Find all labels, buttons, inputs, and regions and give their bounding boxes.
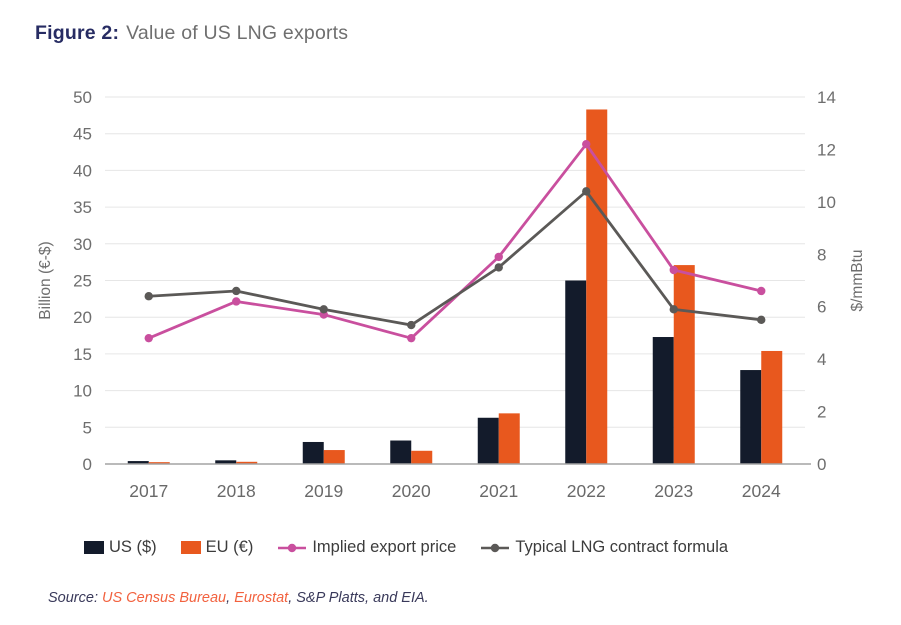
left-axis-tick-label: 50 — [73, 88, 92, 107]
left-axis-tick-label: 35 — [73, 198, 92, 217]
contract-formula-point-2022 — [582, 187, 591, 196]
x-axis-label-2024: 2024 — [742, 481, 781, 501]
us-bar-swatch-icon — [84, 541, 104, 554]
legend-label-contract-formula: Typical LNG contract formula — [515, 538, 729, 556]
x-axis-label-2022: 2022 — [567, 481, 606, 501]
legend-label-us: US ($) — [109, 538, 157, 556]
right-axis-tick-label: 4 — [817, 350, 826, 369]
left-axis-tick-label: 40 — [73, 161, 92, 180]
right-axis-tick-label: 8 — [817, 245, 826, 264]
eu-bar-2024 — [761, 350, 783, 464]
implied-price-point-2023 — [669, 265, 678, 275]
contract-formula-point-2020 — [407, 320, 416, 330]
us-bar-2020 — [390, 440, 412, 464]
chart-legend: US ($) EU (€) Implied export price Typic… — [84, 538, 728, 557]
source-link-census[interactable]: US Census Bureau — [102, 590, 227, 606]
x-axis-label-2021: 2021 — [479, 481, 518, 501]
right-axis-title: $/mmBtu — [849, 249, 866, 311]
implied-price-point-2024 — [757, 286, 766, 296]
source-link-eurostat[interactable]: Eurostat — [234, 590, 289, 606]
legend-label-implied-price: Implied export price — [312, 538, 457, 556]
x-axis-label-2020: 2020 — [392, 481, 431, 501]
us-bar-2017 — [127, 461, 149, 464]
us-bar-2024 — [740, 370, 762, 464]
contract-formula-point-2019 — [319, 305, 328, 314]
contract-formula-point-2018 — [232, 286, 241, 296]
legend-item-us: US ($) — [84, 538, 157, 557]
right-axis-tick-label: 14 — [817, 88, 836, 107]
contract-formula-swatch-icon — [481, 543, 510, 552]
left-axis-tick-label: 20 — [73, 308, 92, 327]
left-axis-tick-label: 0 — [83, 455, 92, 474]
us-bar-2023 — [652, 337, 674, 464]
figure-number-label: Figure 2: — [35, 22, 120, 44]
figure-title: Figure 2: Value of US LNG exports — [35, 22, 348, 45]
implied-price-point-2017 — [144, 333, 153, 343]
implied-price-swatch-icon — [278, 543, 307, 552]
eu-bar-swatch-icon — [180, 541, 201, 554]
source-suffix: , S&P Platts, and EIA. — [288, 590, 429, 606]
contract-formula-point-2021 — [494, 263, 503, 272]
right-axis-tick-label: 0 — [817, 455, 826, 474]
implied-price-point-2022 — [582, 139, 591, 149]
us-bar-2018 — [215, 460, 237, 464]
contract-formula-point-2024 — [757, 315, 766, 325]
contract-formula-line — [148, 189, 762, 327]
eu-bar-2023 — [673, 265, 695, 464]
eu-bar-2021 — [498, 413, 520, 464]
contract-formula-point-2023 — [669, 305, 678, 314]
implied-price-line — [148, 142, 762, 340]
source-note: Source: US Census Bureau, Eurostat, S&P … — [48, 590, 429, 606]
eu-bar-2022 — [586, 109, 608, 464]
implied-price-point-2018 — [232, 297, 241, 306]
eu-bar-2017 — [148, 462, 170, 464]
implied-price-point-2020 — [407, 333, 416, 343]
figure-caption: Value of US LNG exports — [126, 22, 349, 44]
source-prefix: Source: — [48, 590, 102, 606]
source-separator: , — [226, 590, 235, 606]
eu-bar-2019 — [323, 450, 345, 464]
legend-item-eu: EU (€) — [180, 538, 254, 557]
right-axis-tick-label: 10 — [817, 193, 836, 212]
right-axis-tick-label: 2 — [817, 403, 826, 422]
left-axis-tick-label: 10 — [73, 382, 92, 401]
left-axis-tick-label: 5 — [83, 418, 92, 437]
x-axis-label-2019: 2019 — [304, 481, 343, 501]
legend-label-eu: EU (€) — [205, 538, 254, 556]
us-bar-2021 — [477, 417, 499, 464]
implied-price-point-2021 — [494, 252, 503, 262]
left-axis-tick-label: 45 — [73, 125, 92, 144]
legend-item-contract-formula: Typical LNG contract formula — [480, 538, 728, 557]
left-axis-tick-label: 30 — [73, 235, 92, 254]
left-axis-title: Billion (€-$) — [37, 241, 54, 319]
right-axis-tick-label: 6 — [817, 298, 826, 317]
us-bar-2022 — [565, 280, 587, 464]
eu-bar-2018 — [236, 461, 258, 464]
left-axis-tick-label: 25 — [73, 272, 92, 291]
right-axis-tick-label: 12 — [817, 140, 836, 159]
us-bar-2019 — [302, 441, 324, 464]
x-axis-label-2023: 2023 — [654, 481, 693, 501]
eu-bar-2020 — [411, 450, 433, 464]
x-axis-label-2018: 2018 — [217, 481, 256, 501]
contract-formula-point-2017 — [144, 292, 153, 301]
left-axis-tick-label: 15 — [73, 345, 92, 364]
legend-item-implied-price: Implied export price — [277, 538, 456, 557]
x-axis-label-2017: 2017 — [129, 481, 168, 501]
